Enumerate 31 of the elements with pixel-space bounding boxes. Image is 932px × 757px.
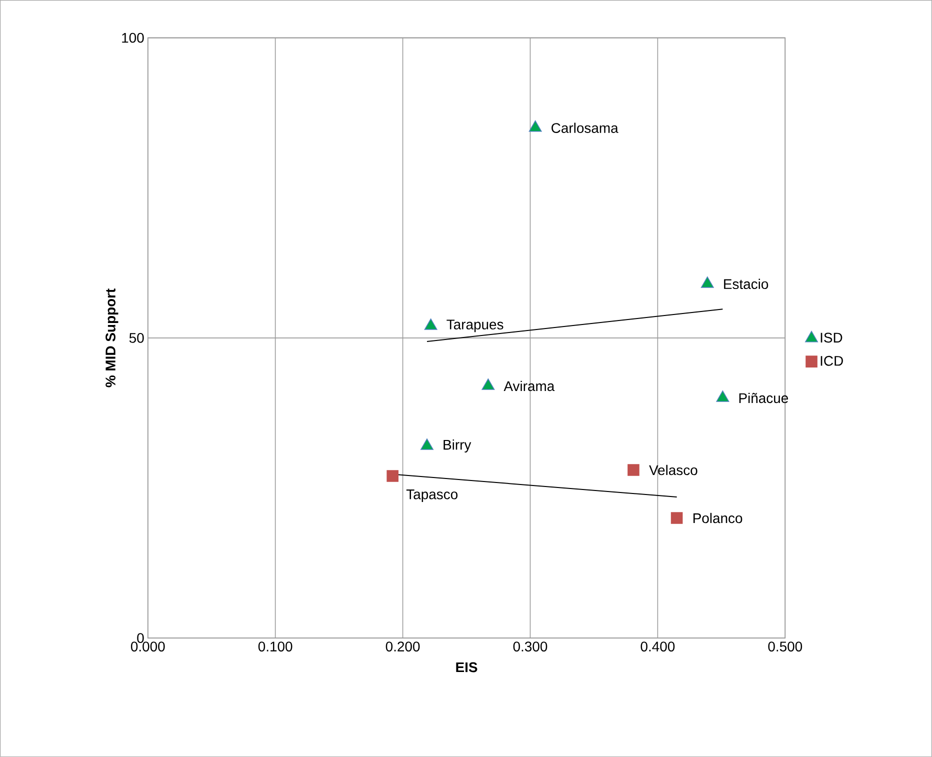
point xyxy=(482,378,495,390)
annotation: Avirama xyxy=(504,380,555,392)
point xyxy=(700,276,714,288)
point xyxy=(528,120,542,132)
annotation: Tarapues xyxy=(446,320,504,332)
annotation: Polanco xyxy=(693,512,742,524)
annotation: Estacio xyxy=(724,278,768,290)
point xyxy=(386,470,398,482)
x-tick-label: 0.400 xyxy=(640,642,675,652)
x-axis-title: EIS xyxy=(456,662,478,672)
annotation: Tapasco xyxy=(406,490,458,502)
x-tick-label: 0.000 xyxy=(130,642,165,652)
annotation: Birry xyxy=(444,440,472,453)
point xyxy=(716,390,730,402)
point xyxy=(628,464,640,476)
annotation: Piñacue xyxy=(739,392,788,404)
annotation: Carlosama xyxy=(552,122,618,134)
x-tick-label: 0.200 xyxy=(386,642,420,652)
legend-label: ICD xyxy=(820,356,843,366)
y-tick-label: 0 xyxy=(137,633,144,644)
y-axis-title: % MID Support xyxy=(106,288,118,388)
y-tick-label: 50 xyxy=(129,333,144,343)
point xyxy=(670,512,683,524)
point xyxy=(424,318,438,330)
legend-label: ISD xyxy=(820,332,842,343)
annotation: Velasco xyxy=(649,464,698,476)
y-tick-label: 100 xyxy=(122,32,144,43)
x-tick-label: 0.100 xyxy=(258,642,292,652)
point xyxy=(420,438,434,450)
x-tick-label: 0.500 xyxy=(768,642,802,652)
x-tick-label: 0.300 xyxy=(513,642,548,652)
